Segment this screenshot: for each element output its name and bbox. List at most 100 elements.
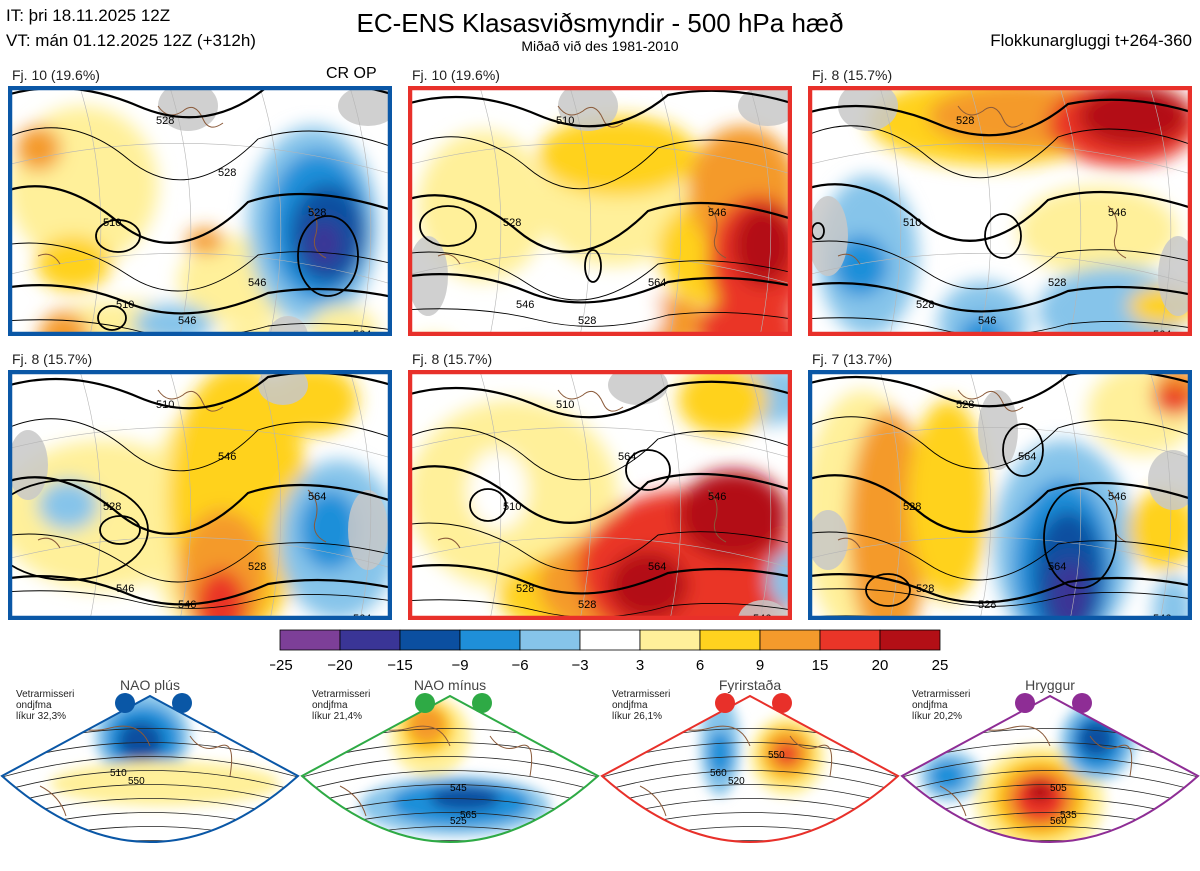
regime-note-line: Vetrarmisseri — [612, 689, 671, 700]
graticule-line — [659, 370, 682, 620]
contour-label: 528 — [956, 115, 974, 127]
height-center-contour — [97, 305, 127, 331]
graticule-line — [808, 143, 1192, 175]
regime-marker — [715, 693, 735, 713]
land-patch — [8, 430, 48, 500]
colorbar-swatch — [459, 629, 521, 651]
contour-label: 510 — [556, 115, 574, 127]
anomaly-shading — [958, 316, 1008, 336]
contour-label: 565 — [460, 810, 477, 821]
contour-label: 528 — [978, 599, 996, 611]
contour-label: 510 — [903, 217, 921, 229]
regime-note-line: ondjfma — [612, 700, 648, 711]
contour-label: 560 — [1050, 816, 1067, 827]
cluster-panel-3: Fj. 8 (15.7%) 528 510 528 546 528 546 564 — [808, 64, 1192, 336]
regime-note-line: Vetrarmisseri — [312, 689, 371, 700]
contour-label: 510 — [156, 399, 174, 411]
regime-name: NAO mínus — [413, 677, 487, 693]
geopotential-contour — [8, 476, 392, 535]
graticule-line — [479, 86, 502, 336]
contour-label: 546 — [708, 491, 726, 503]
contour-label: 528 — [103, 501, 121, 513]
regime-marker — [472, 693, 492, 713]
height-center-contour — [584, 249, 602, 283]
graticule-line — [1059, 86, 1082, 336]
contour-label: 546 — [516, 299, 534, 311]
geopotential-contour — [8, 418, 392, 472]
geopotential-contour — [808, 98, 1192, 137]
graticule-line — [569, 370, 592, 620]
contour-label: 546 — [978, 315, 996, 327]
land-patch — [258, 370, 308, 405]
regime-marker — [1072, 693, 1092, 713]
contour-label: 510 — [116, 299, 134, 311]
graticule-line — [259, 370, 282, 620]
colorbar-tick-label: 25 — [932, 657, 949, 674]
contour-label: 546 — [116, 583, 134, 595]
geopotential-contour — [8, 242, 392, 292]
graticule-line — [879, 86, 902, 336]
regime-frame — [300, 694, 600, 843]
regime-frame — [900, 694, 1200, 843]
regime-anomaly-shading — [1078, 721, 1114, 757]
contour-label: 510 — [103, 217, 121, 229]
control-operational-label: CR OP — [326, 65, 377, 82]
geopotential-contour — [808, 573, 1192, 604]
geopotential-contour — [408, 251, 792, 301]
height-center-contour — [984, 213, 1022, 259]
colorbar-swatch — [579, 629, 641, 651]
cluster-title: Fj. 10 (19.6%) — [12, 67, 100, 83]
contour-label: 528 — [956, 399, 974, 411]
regime-frame — [408, 370, 792, 620]
contour-label: 546 — [178, 599, 196, 611]
anomaly-shading — [938, 281, 1028, 336]
colorbar-tick-label: 15 — [812, 657, 829, 674]
regime-contour — [902, 840, 1198, 842]
colorbar-tick-label: 6 — [696, 657, 704, 674]
geopotential-contour — [408, 194, 792, 253]
colorbar-swatch — [639, 629, 701, 651]
graticule-line — [408, 253, 792, 285]
regime-note-line: Vetrarmisseri — [912, 689, 971, 700]
contour-label: 528 — [516, 583, 534, 595]
contour-label: 546 — [1108, 207, 1126, 219]
anomaly-shading — [306, 221, 342, 267]
height-center-contour — [8, 479, 149, 581]
anomaly-shading — [678, 370, 768, 435]
graticule-line — [969, 370, 992, 620]
contour-label: 564 — [648, 277, 666, 289]
geopotential-contour — [8, 590, 392, 609]
graticule-line — [8, 253, 392, 285]
contour-label: 546 — [178, 315, 196, 327]
contour-label: 550 — [128, 776, 145, 787]
anomaly-shading — [38, 480, 98, 530]
cluster-panel-4: Fj. 8 (15.7%) 510 528 546 564 528 546 564 546 — [8, 348, 392, 620]
regime-marker — [1015, 693, 1035, 713]
initial-time: IT: þri 18.11.2025 12Z — [6, 6, 171, 25]
colorbar-tick-label: −9 — [451, 657, 468, 674]
cluster-title: Fj. 8 (15.7%) — [412, 351, 493, 367]
regime-contour — [2, 756, 298, 780]
contour-label: 560 — [710, 768, 727, 779]
colorbar-swatch — [879, 629, 941, 651]
regime-frame — [8, 370, 392, 620]
anomaly-shading — [38, 311, 90, 336]
height-center-contour — [865, 573, 911, 607]
regime-contour — [902, 784, 1198, 808]
height-center-contour — [419, 205, 477, 247]
contour-label: 564 — [618, 451, 636, 463]
anomaly-shading — [698, 296, 792, 336]
regime-anomaly-shading — [708, 731, 732, 776]
graticule-line — [1149, 86, 1172, 336]
geopotential-contour — [408, 273, 792, 304]
geopotential-contour — [408, 308, 792, 327]
cluster-panel-6: Fj. 7 (13.7%) 528 528 528 546 564 528 546 564 — [808, 348, 1192, 620]
colorbar-swatch — [819, 629, 881, 651]
height-center-contour — [95, 219, 141, 253]
geopotential-contour — [408, 465, 792, 524]
graticule-line — [259, 86, 282, 336]
graticule-line — [569, 86, 592, 336]
regime-anomaly-shading — [930, 761, 965, 791]
